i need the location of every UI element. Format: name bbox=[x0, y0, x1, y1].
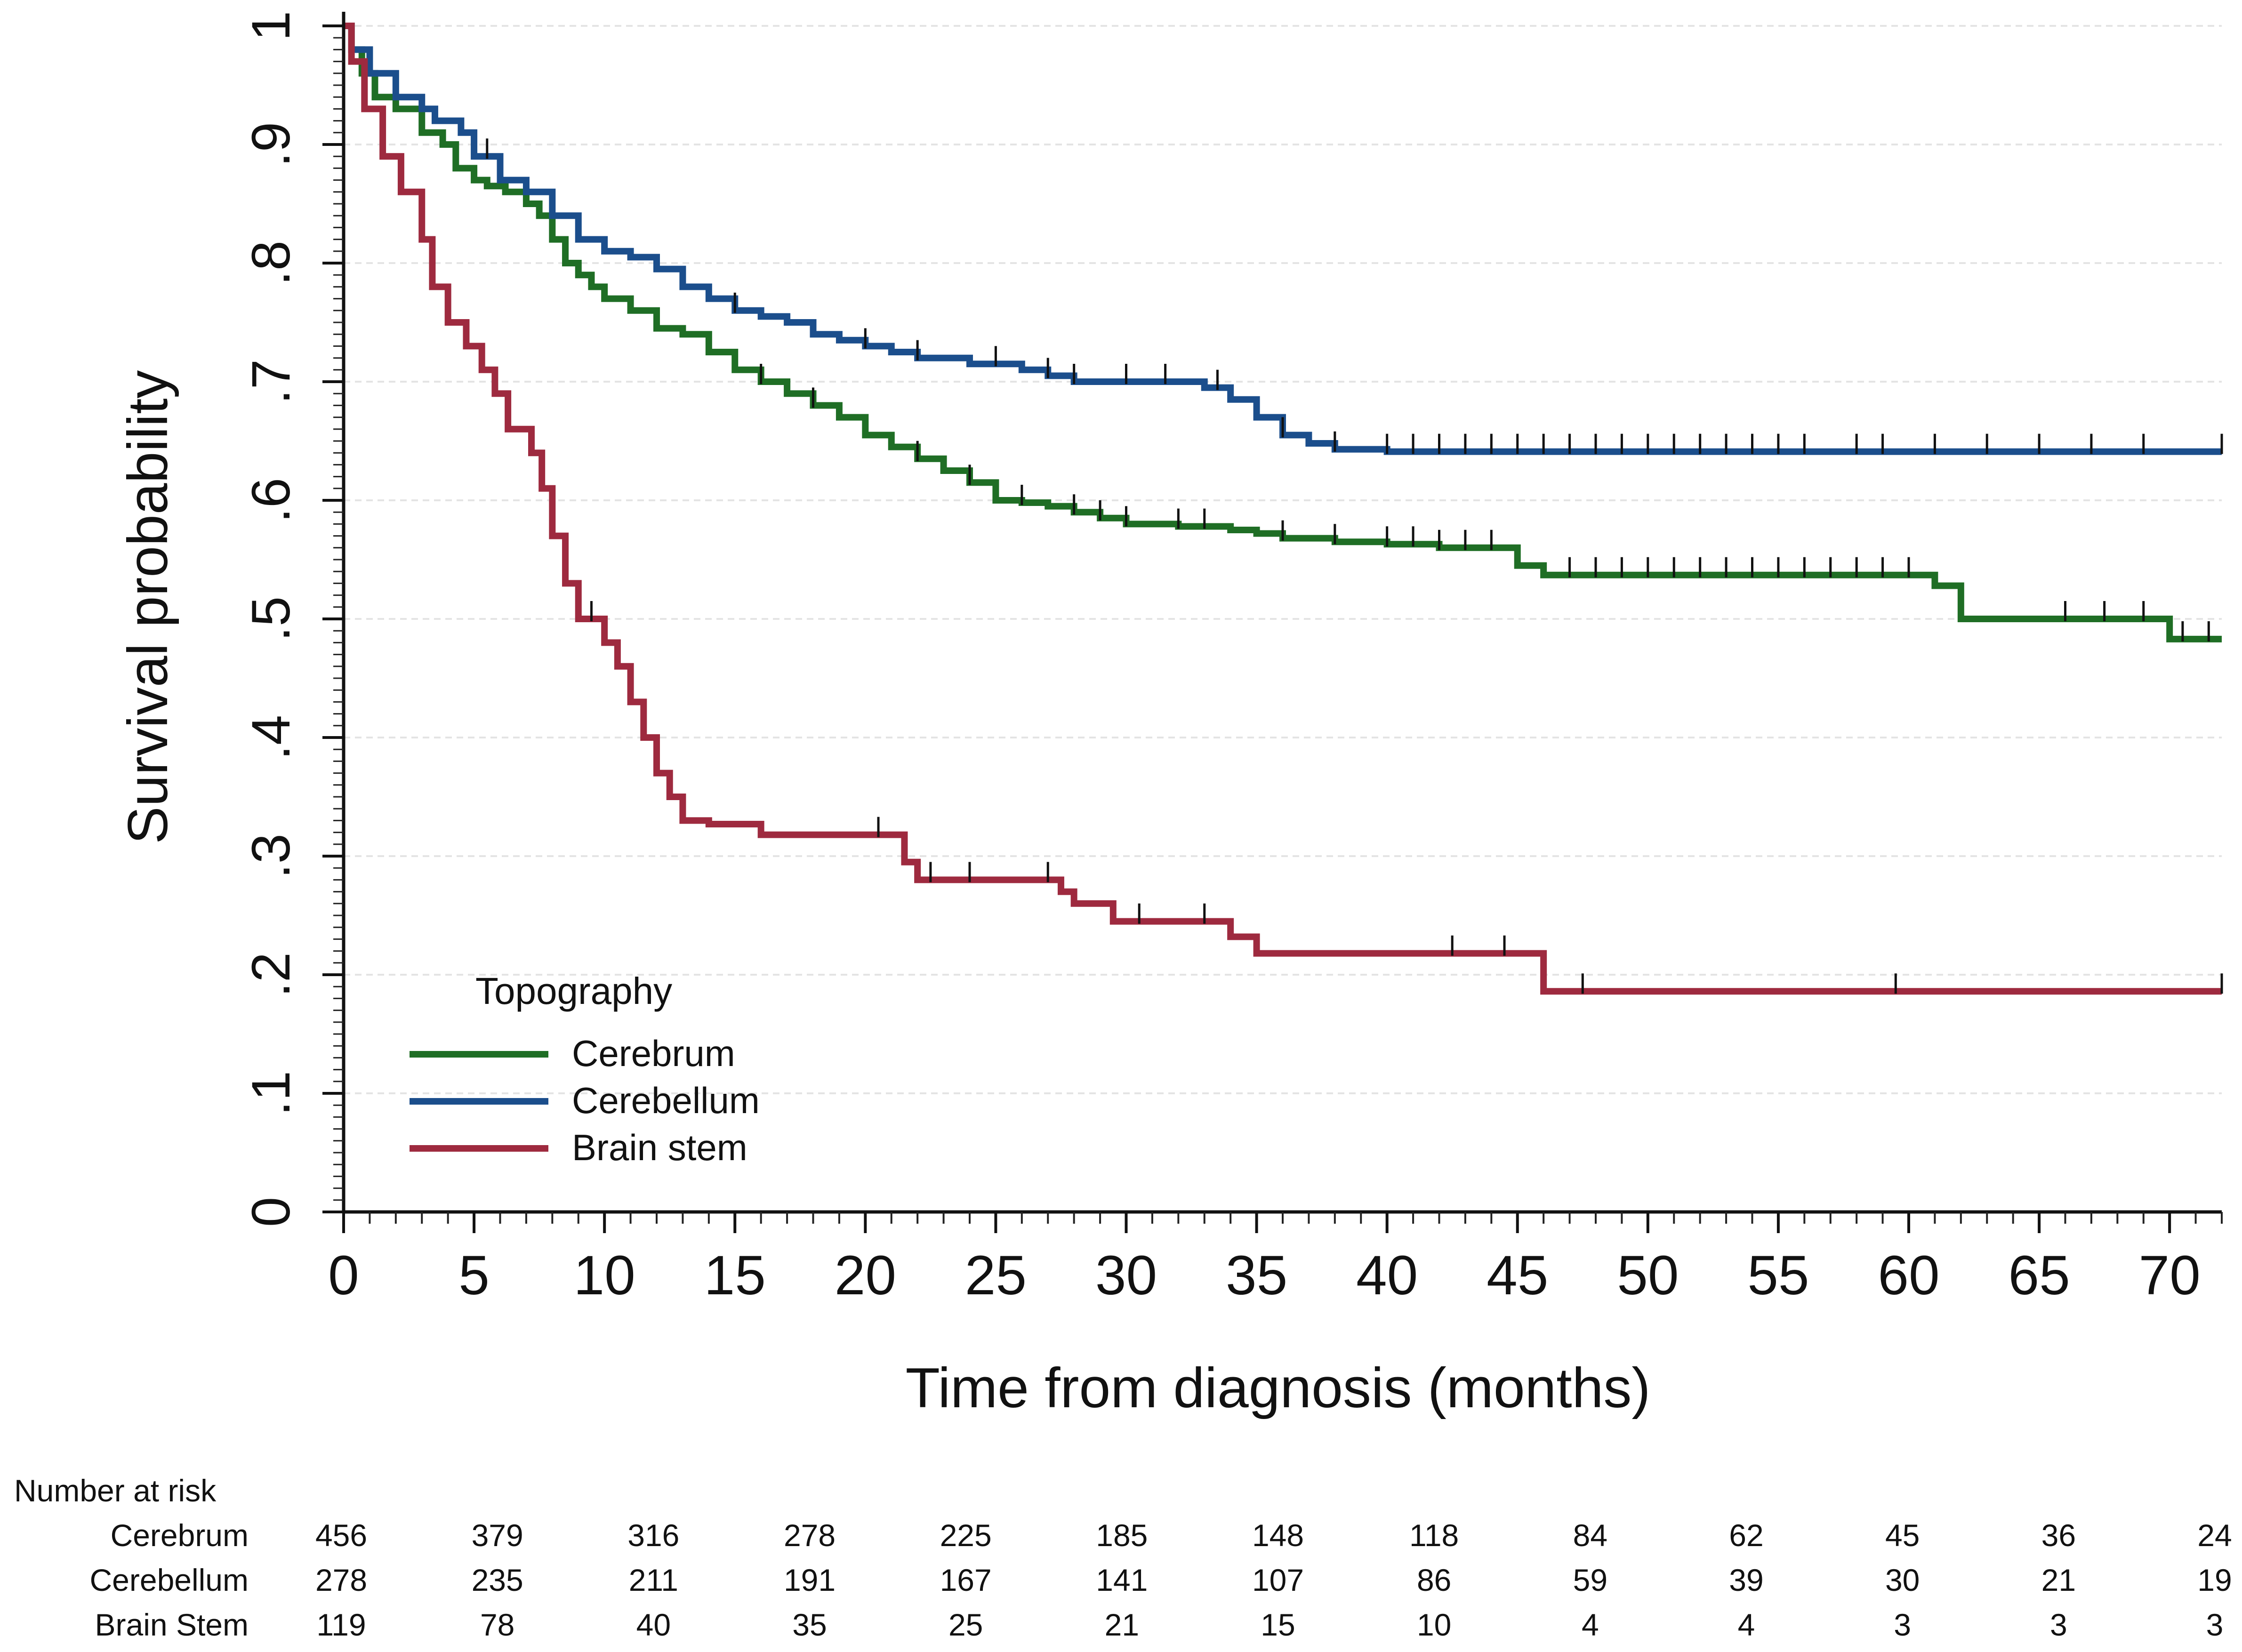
risk-cell: 35 bbox=[792, 1607, 827, 1642]
risk-row-label: Brain Stem bbox=[95, 1607, 249, 1642]
series-group bbox=[344, 23, 2222, 995]
y-axis-label: Survival probability bbox=[116, 370, 179, 844]
gridlines bbox=[344, 25, 2222, 1094]
legend-items: Cerebrum Cerebellum Brain stem bbox=[410, 1033, 760, 1168]
legend-label: Brain stem bbox=[572, 1127, 747, 1168]
y-tick-label: .7 bbox=[241, 359, 301, 404]
x-tick-label: 0 bbox=[328, 1244, 359, 1307]
y-tick-label: .2 bbox=[241, 952, 301, 997]
censor-marks bbox=[486, 138, 2223, 994]
risk-cell: 24 bbox=[2197, 1518, 2232, 1553]
risk-cell: 107 bbox=[1252, 1563, 1304, 1597]
risk-cell: 148 bbox=[1252, 1518, 1304, 1553]
x-tick-label: 65 bbox=[2008, 1244, 2070, 1307]
x-tick-label: 70 bbox=[2139, 1244, 2201, 1307]
x-tick-label: 10 bbox=[574, 1244, 635, 1307]
risk-cell: 379 bbox=[472, 1518, 523, 1553]
y-tick-label: .9 bbox=[241, 122, 301, 167]
x-tick-label: 20 bbox=[835, 1244, 896, 1307]
y-tick-label: 1 bbox=[241, 11, 301, 41]
risk-row-label: Cerebrum bbox=[111, 1518, 249, 1553]
y-tick-label: .1 bbox=[241, 1071, 301, 1116]
series-line-cerebellum bbox=[344, 23, 2222, 455]
risk-cell: 235 bbox=[472, 1563, 523, 1597]
risk-cell: 45 bbox=[1885, 1518, 1920, 1553]
legend-label: Cerebrum bbox=[572, 1033, 735, 1074]
x-tick-label: 30 bbox=[1095, 1244, 1157, 1307]
risk-table-rows: Cerebrum 456 379 316 278 225 185 148 118 84 62 45 36… bbox=[90, 1518, 2232, 1642]
x-axis-label: Time from diagnosis (months) bbox=[906, 1356, 1651, 1419]
risk-cell: 119 bbox=[316, 1607, 366, 1642]
risk-cell: 86 bbox=[1417, 1563, 1451, 1597]
x-tick-label: 55 bbox=[1747, 1244, 1809, 1307]
axes: 0 5 10 15 20 25 30 35 40 45 50 55 60 65 70 0 .1 .2 .3 .4 .5.… bbox=[241, 11, 2223, 1307]
x-tick-label: 40 bbox=[1356, 1244, 1418, 1307]
x-tick-label: 50 bbox=[1617, 1244, 1679, 1307]
risk-cell: 15 bbox=[1261, 1607, 1295, 1642]
risk-cell: 118 bbox=[1409, 1518, 1459, 1553]
risk-cell: 59 bbox=[1573, 1563, 1607, 1597]
risk-cell: 278 bbox=[315, 1563, 367, 1597]
y-tick-label: .4 bbox=[241, 715, 301, 760]
risk-cell: 211 bbox=[629, 1563, 678, 1597]
risk-cell: 10 bbox=[1417, 1607, 1451, 1642]
risk-cell: 36 bbox=[2041, 1518, 2076, 1553]
x-tick-label: 5 bbox=[458, 1244, 490, 1307]
x-tick-label: 45 bbox=[1487, 1244, 1548, 1307]
risk-cell: 191 bbox=[784, 1563, 836, 1597]
y-tick-label: .8 bbox=[241, 241, 301, 286]
x-tick-label: 25 bbox=[965, 1244, 1027, 1307]
risk-cell: 4 bbox=[1738, 1607, 1755, 1642]
risk-table: Number at risk Cerebrum 456 379 316 278 225 18… bbox=[14, 1473, 2232, 1642]
series-line-cerebrum bbox=[344, 23, 2222, 642]
risk-cell: 62 bbox=[1729, 1518, 1763, 1553]
risk-cell: 141 bbox=[1096, 1563, 1148, 1597]
legend-title: Topography bbox=[475, 970, 672, 1012]
risk-cell: 167 bbox=[940, 1563, 992, 1597]
risk-cell: 40 bbox=[636, 1607, 671, 1642]
risk-cell: 3 bbox=[2206, 1607, 2224, 1642]
risk-cell: 185 bbox=[1096, 1518, 1148, 1553]
y-tick-label: .6 bbox=[241, 478, 301, 523]
legend: Topography Cerebrum Cerebellum Brain stem bbox=[410, 970, 760, 1168]
risk-cell: 19 bbox=[2197, 1563, 2232, 1597]
legend-label: Cerebellum bbox=[572, 1080, 760, 1121]
risk-cell: 21 bbox=[1105, 1607, 1139, 1642]
x-tick-label: 60 bbox=[1878, 1244, 1939, 1307]
risk-cell: 21 bbox=[2041, 1563, 2076, 1597]
x-tick-label: 15 bbox=[704, 1244, 766, 1307]
x-tick-label: 35 bbox=[1226, 1244, 1287, 1307]
risk-cell: 456 bbox=[315, 1518, 367, 1553]
y-tick-label: .3 bbox=[241, 834, 301, 879]
risk-cell: 25 bbox=[948, 1607, 983, 1642]
risk-cell: 3 bbox=[2050, 1607, 2067, 1642]
risk-cell: 84 bbox=[1573, 1518, 1607, 1553]
risk-cell: 4 bbox=[1582, 1607, 1599, 1642]
risk-cell: 39 bbox=[1729, 1563, 1763, 1597]
risk-cell: 225 bbox=[940, 1518, 992, 1553]
risk-cell: 3 bbox=[1894, 1607, 1911, 1642]
risk-cell: 278 bbox=[784, 1518, 836, 1553]
risk-cell: 30 bbox=[1885, 1563, 1920, 1597]
series-line-brain-stem bbox=[344, 23, 2222, 995]
y-tick-label: .5 bbox=[241, 596, 301, 642]
risk-cell: 316 bbox=[627, 1518, 679, 1553]
risk-table-title: Number at risk bbox=[14, 1473, 217, 1508]
risk-cell: 78 bbox=[480, 1607, 514, 1642]
risk-row-label: Cerebellum bbox=[90, 1563, 249, 1597]
y-tick-label: 0 bbox=[241, 1197, 301, 1227]
